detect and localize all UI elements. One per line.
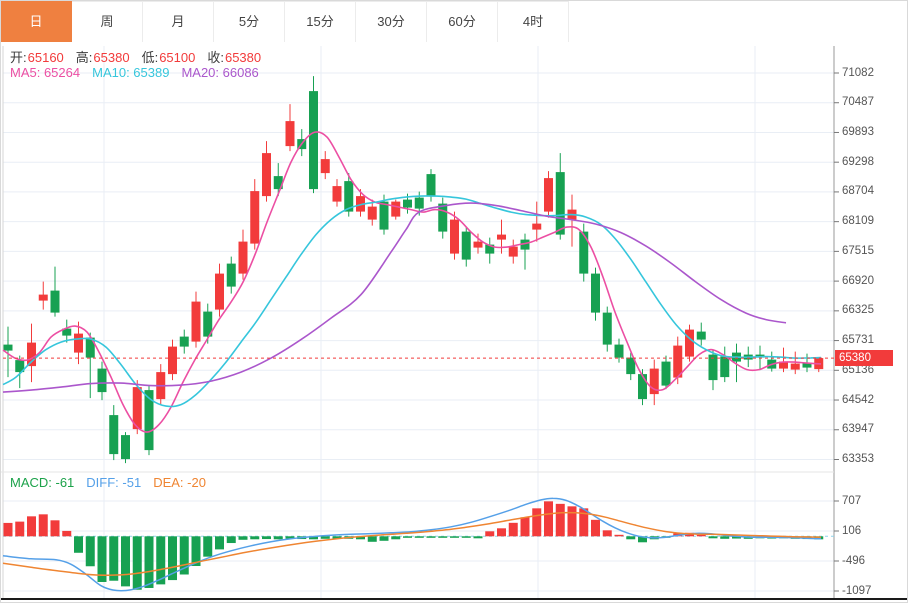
ma-legend-item-0: MA5: 65264 [10,65,81,80]
ohlc-value-0: 65160 [27,50,64,65]
price-axis-label-0: 71082 [842,66,874,79]
tab-month[interactable]: 月 [143,1,214,42]
macd-legend-item-1: DIFF: -51 [86,475,142,490]
macd-legend-item-2: DEA: -20 [153,475,206,490]
ohlc-label-2: 低: [141,50,159,65]
macd-axis-label-3: -1097 [842,584,872,597]
tab-5min[interactable]: 5分 [214,1,285,42]
price-axis-label-1: 70487 [842,96,874,109]
price-axis-label-3: 69298 [842,155,874,168]
price-axis-label-9: 65731 [842,334,874,347]
macd-axis-label-1: 106 [842,524,862,537]
price-axis-label-5: 68109 [842,215,874,228]
price-axis-label-2: 69893 [842,125,874,138]
tab-4hour[interactable]: 4时 [498,1,569,42]
ma-legend-item-2: MA20: 66086 [181,65,259,80]
price-axis-label-7: 66920 [842,274,874,287]
price-axis-label-10: 65136 [842,363,874,376]
price-axis-label-11: 64542 [842,393,874,406]
price-axis-label-12: 63947 [842,423,874,436]
ohlc-label-0: 开: [10,50,27,65]
price-axis-label-8: 66325 [842,304,874,317]
ohlc-label-1: 高: [75,50,93,65]
ma-legend-item-1: MA10: 65389 [92,65,170,80]
ohlc-label-3: 收: [207,50,224,65]
price-axis-label-4: 68704 [842,185,874,198]
ma-legend: MA5: 65264 MA10: 65389 MA20: 66086 [10,65,271,80]
macd-legend: MACD: -61 DIFF: -51 DEA: -20 [10,475,218,490]
interval-tabbar: 日周月 5分 15分 30分 60分 4时 [1,1,569,42]
ohlc-value-1: 65380 [93,50,130,65]
tab-60min[interactable]: 60分 [427,1,498,42]
macd-axis-label-0: 707 [842,494,862,507]
macd-axis-label-2: -496 [842,554,866,567]
price-axis-label-13: 63353 [842,452,874,465]
last-price-badge: 65380 [835,350,893,367]
tab-week[interactable]: 周 [72,1,143,42]
macd-legend-item-0: MACD: -61 [10,475,75,490]
tab-30min[interactable]: 30分 [356,1,427,42]
ohlc-legend: 开:65160 高:65380 低:65100 收:65380 [10,47,273,66]
price-axis-label-6: 67515 [842,244,874,257]
ohlc-value-2: 65100 [159,50,196,65]
tab-15min[interactable]: 15分 [285,1,356,42]
ohlc-value-3: 65380 [224,50,262,65]
tab-day[interactable]: 日 [1,1,72,42]
